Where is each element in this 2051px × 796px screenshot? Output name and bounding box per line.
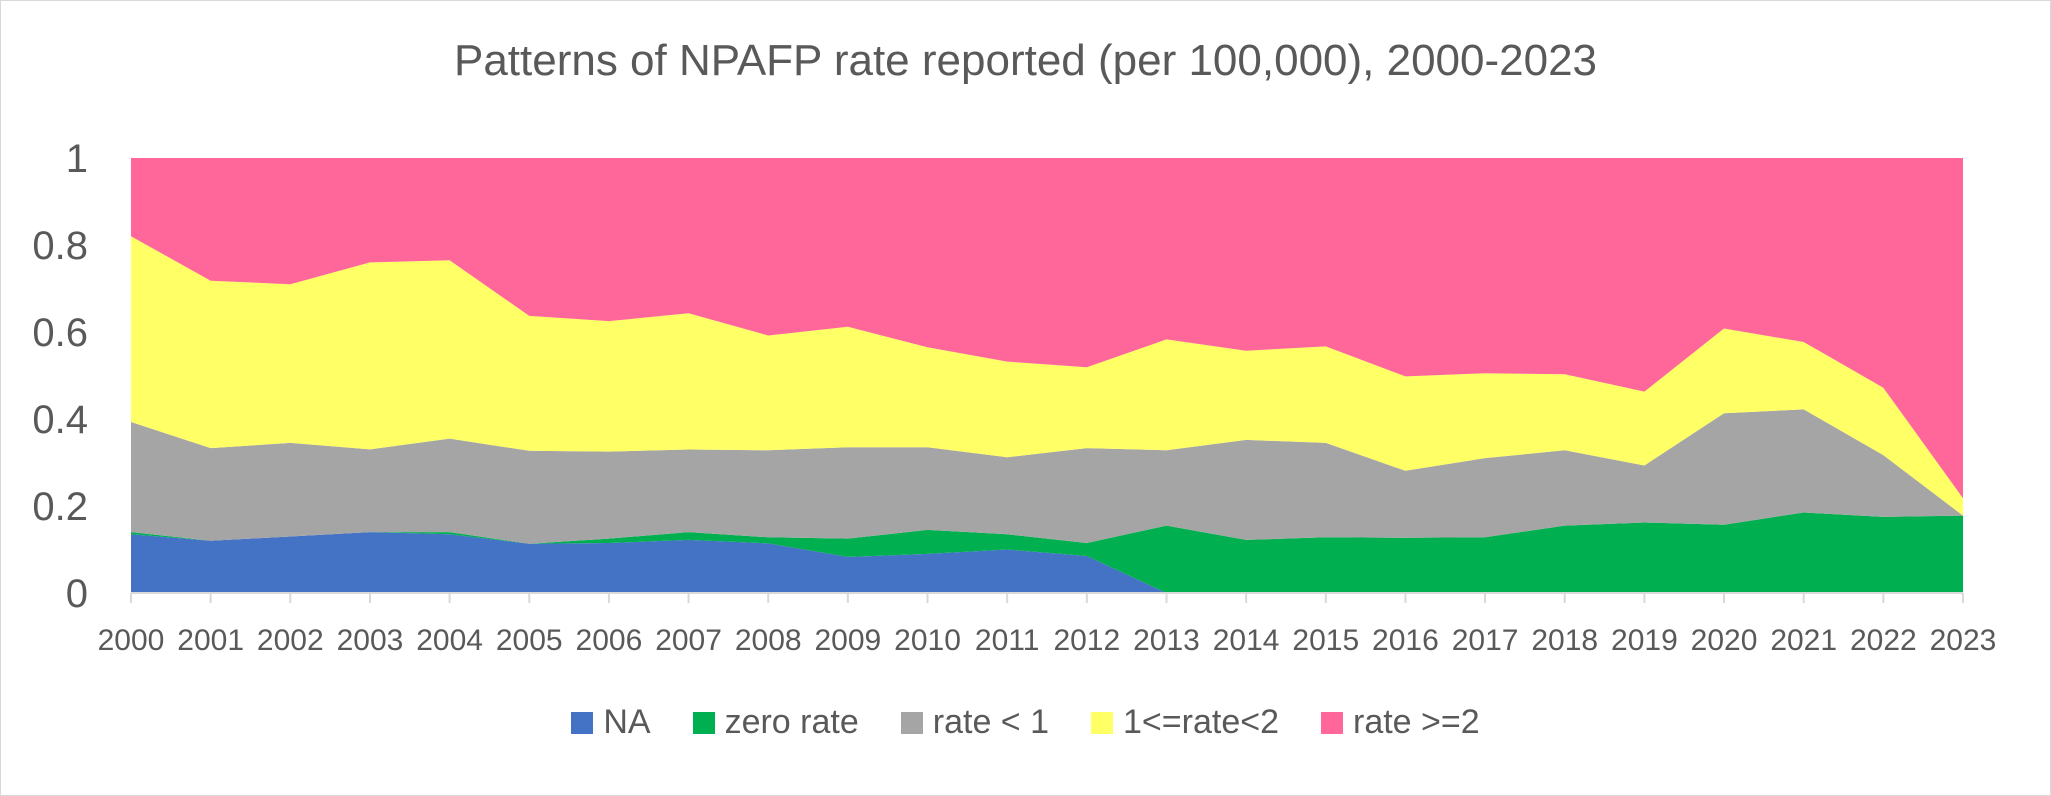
legend-item: rate < 1	[900, 703, 1050, 742]
legend-swatch	[692, 711, 715, 734]
chart-title: Patterns of NPAFP rate reported (per 100…	[453, 36, 1598, 85]
x-tick-label: 2022	[1850, 624, 1917, 657]
x-tick-label: 2016	[1372, 624, 1439, 657]
legend-swatch	[571, 711, 594, 734]
x-tick-label: 2018	[1531, 624, 1598, 657]
legend-label: rate >=2	[1353, 703, 1480, 741]
x-tick-label: 2013	[1133, 624, 1200, 657]
x-tick-label: 2002	[257, 624, 324, 657]
x-tick-label: 2021	[1770, 624, 1837, 657]
x-tick-label: 2014	[1213, 624, 1280, 657]
x-tick-label: 2020	[1691, 624, 1758, 657]
area-series-rate-1	[131, 409, 1963, 544]
legend-item: zero rate	[692, 703, 859, 742]
legend-swatch	[900, 711, 923, 734]
area-series-rate-2	[131, 158, 1963, 499]
legend-swatch	[1091, 711, 1114, 734]
chart-legend: NA zero rate rate < 1 1<=rate<2 rate >=2	[0, 703, 2051, 742]
legend-item: 1<=rate<2	[1091, 703, 1279, 742]
legend-label: 1<=rate<2	[1123, 703, 1279, 741]
x-tick-label: 2006	[576, 624, 643, 657]
x-tick-label: 2019	[1611, 624, 1678, 657]
legend-label: NA	[603, 703, 651, 741]
chart-areas	[131, 158, 1963, 593]
x-tick-label: 2023	[1930, 624, 1997, 657]
y-tick-label: 0.8	[32, 224, 88, 268]
x-tick-label: 2017	[1452, 624, 1519, 657]
y-tick-label: 0.2	[32, 485, 88, 529]
y-tick-label: 0.6	[32, 311, 88, 355]
area-series-zero-rate	[131, 512, 1963, 593]
legend-label: zero rate	[724, 703, 859, 741]
x-tick-label: 2015	[1292, 624, 1359, 657]
legend-item: NA	[571, 703, 651, 742]
x-tick-label: 2009	[814, 624, 881, 657]
x-tick-label: 2012	[1053, 624, 1120, 657]
x-tick-label: 2011	[975, 624, 1040, 657]
area-series-1-rate-2	[131, 236, 1963, 516]
legend-swatch	[1321, 711, 1343, 734]
x-tick-label: 2007	[655, 624, 722, 657]
y-tick-label: 1	[66, 137, 88, 181]
x-tick-label: 2004	[416, 624, 483, 657]
chart-axes: 2000 2001 2002 2003 2004 2005 2006 2007 2008 2009…	[32, 137, 1996, 657]
area-series-na	[131, 532, 1963, 593]
x-tick-label: 2010	[894, 624, 961, 657]
legend-label: rate < 1	[932, 703, 1050, 741]
y-tick-label: 0.4	[32, 398, 88, 442]
x-tick-label: 2005	[496, 624, 563, 657]
y-tick-label: 0	[66, 572, 88, 616]
legend-item: rate >=2	[1321, 703, 1480, 742]
x-tick-label: 2003	[337, 624, 404, 657]
x-tick-label: 2001	[177, 624, 244, 657]
x-tick-label: 2000	[98, 624, 165, 657]
x-tick-label: 2008	[735, 624, 802, 657]
